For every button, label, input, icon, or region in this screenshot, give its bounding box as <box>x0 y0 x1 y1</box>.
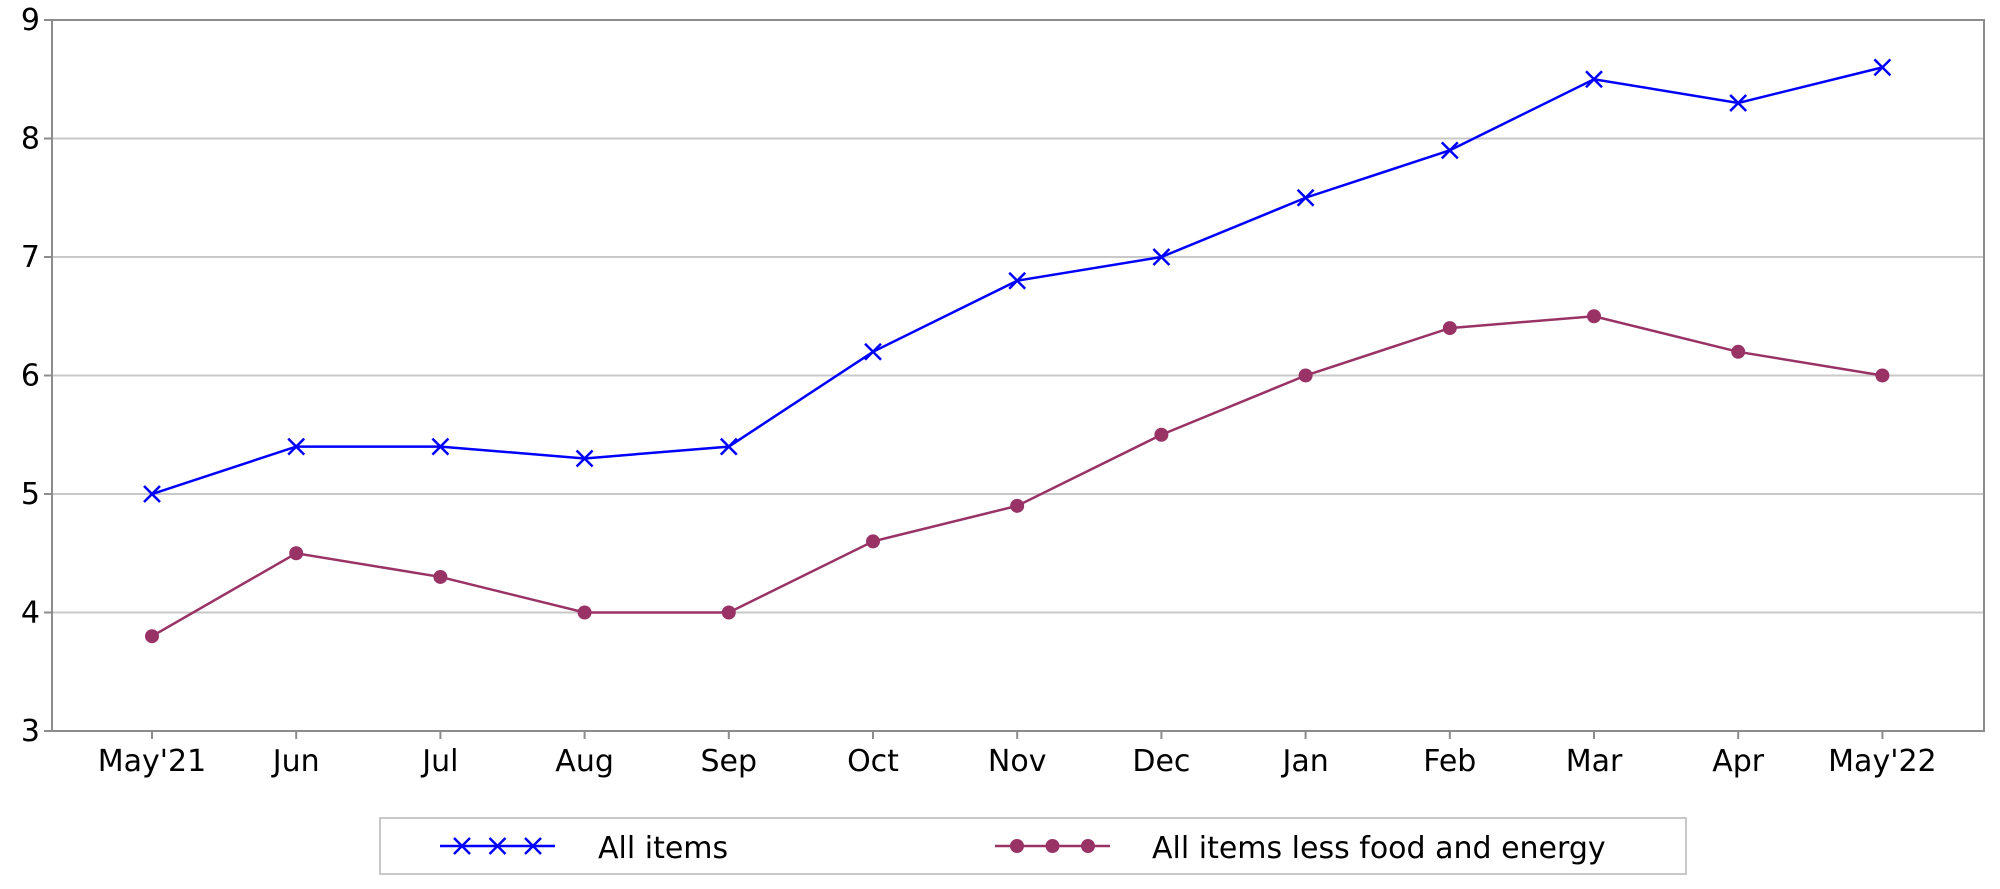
axis-ticks: 3 4 5 6 7 8 9 May'21 Jun Jul Aug Sep Oct Nov Dec Jan Feb… <box>21 3 1937 779</box>
legend: All items All items less food and energy <box>379 817 1687 875</box>
marker-stroke <box>864 342 882 361</box>
marker-stroke <box>488 837 507 855</box>
data-point <box>577 605 592 620</box>
data-point <box>721 605 736 620</box>
legend-marker <box>1045 839 1060 853</box>
marker-stroke <box>431 437 450 456</box>
legend-sample-core <box>995 839 1110 853</box>
data-point <box>1010 498 1025 513</box>
data-point <box>1296 188 1315 207</box>
series-0 <box>143 58 1892 503</box>
data-point <box>431 437 450 456</box>
legend-label-all-items-less-food-and-energy: All items less food and energy <box>1152 831 1606 866</box>
x-tick-label: Aug <box>555 744 614 779</box>
legend-label-all-items: All items <box>598 831 728 866</box>
x-tick-label: Jan <box>1280 744 1328 779</box>
x-tick-label: Nov <box>988 744 1047 779</box>
marker-stroke <box>1729 94 1748 112</box>
data-point <box>864 342 882 361</box>
data-point <box>1587 309 1601 324</box>
x-tick-label: Jul <box>420 744 458 779</box>
data-point <box>1875 368 1890 383</box>
data-point <box>289 546 304 561</box>
y-tick-label: 4 <box>21 596 40 631</box>
y-tick-label: 3 <box>21 714 40 749</box>
y-tick-label: 5 <box>21 477 40 512</box>
data-point <box>575 449 594 468</box>
data-point <box>143 485 161 503</box>
marker-stroke <box>524 837 542 855</box>
series <box>143 58 1892 644</box>
x-tick-label: Mar <box>1566 744 1623 779</box>
legend-marker <box>524 837 542 855</box>
data-point <box>1729 94 1748 112</box>
y-tick-label: 9 <box>21 3 40 38</box>
marker-stroke <box>1440 141 1459 160</box>
data-point <box>1440 141 1459 160</box>
x-tick-label: Jun <box>271 744 320 779</box>
x-tick-label: Dec <box>1132 744 1190 779</box>
data-point <box>1585 70 1603 89</box>
gridlines <box>52 137 1984 614</box>
data-point <box>287 437 306 456</box>
x-tick-label: May'21 <box>98 744 206 779</box>
marker-stroke <box>1296 188 1315 207</box>
marker-stroke <box>143 485 161 503</box>
data-point <box>719 437 738 456</box>
marker-stroke <box>1585 70 1603 89</box>
data-point <box>1008 271 1027 290</box>
x-tick-label: Apr <box>1712 744 1765 779</box>
data-point <box>866 534 880 549</box>
y-tick-label: 7 <box>21 240 40 275</box>
x-tick-label: Oct <box>847 744 899 779</box>
x-tick-label: Sep <box>701 744 758 779</box>
data-point <box>433 569 448 584</box>
data-point <box>1152 248 1171 266</box>
y-tick-label: 6 <box>21 359 40 394</box>
legend-marker <box>1010 839 1024 853</box>
x-tick-label: May'22 <box>1828 744 1936 779</box>
data-point <box>1298 368 1313 383</box>
series-1 <box>145 309 1890 644</box>
marker-stroke <box>1008 271 1027 290</box>
data-point <box>1154 427 1169 442</box>
data-point <box>1442 321 1457 336</box>
data-point <box>1731 344 1746 359</box>
marker-stroke <box>287 437 306 456</box>
marker-stroke <box>1873 58 1892 77</box>
legend-marker <box>488 837 507 855</box>
legend-sample-all-items <box>440 837 555 855</box>
data-point <box>1873 58 1892 77</box>
marker-stroke <box>719 437 738 456</box>
legend-marker <box>1081 839 1095 853</box>
marker-stroke <box>1152 248 1171 266</box>
legend-marker <box>453 837 471 855</box>
marker-stroke <box>453 837 471 855</box>
data-point <box>145 629 159 644</box>
x-tick-label: Feb <box>1423 744 1476 779</box>
y-tick-label: 8 <box>21 122 40 157</box>
marker-stroke <box>575 449 594 468</box>
